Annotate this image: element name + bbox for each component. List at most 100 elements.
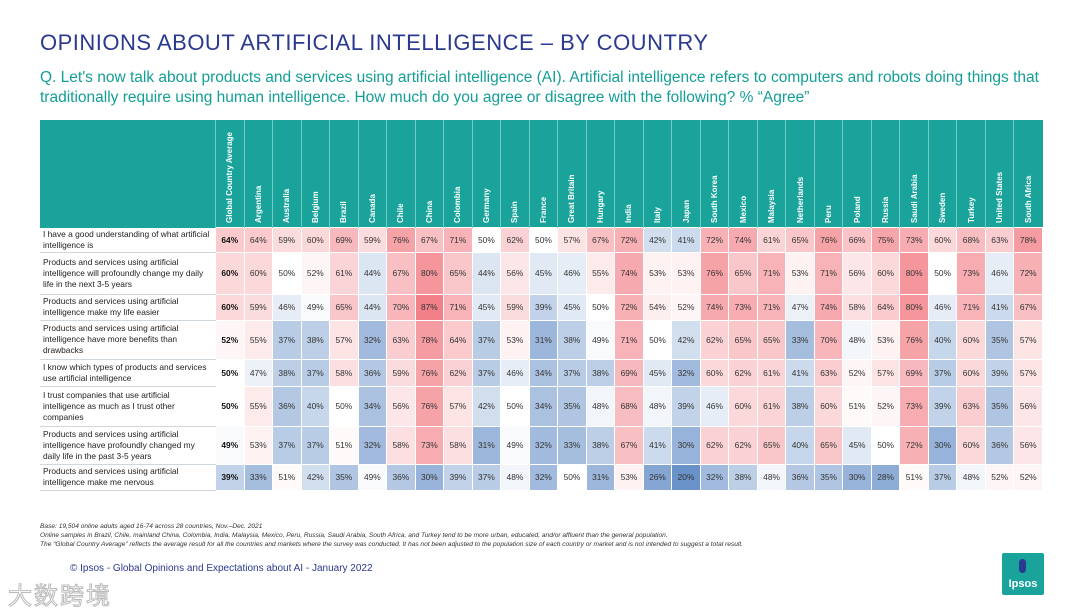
- value-cell: 64%: [443, 319, 473, 360]
- value-cell: 44%: [471, 251, 502, 295]
- value-cell: 52%: [842, 358, 872, 387]
- value-cell: 65%: [785, 227, 815, 253]
- value-cell: 37%: [927, 463, 958, 491]
- value-cell: 47%: [243, 358, 274, 387]
- column-header: Canada: [357, 120, 387, 228]
- value-cell: 61%: [756, 227, 787, 253]
- value-cell: 36%: [386, 463, 416, 491]
- value-cell: 39%: [927, 385, 958, 427]
- value-cell: 32%: [528, 425, 559, 465]
- value-cell: 74%: [728, 227, 758, 253]
- value-cell: 36%: [272, 385, 302, 427]
- column-header: France: [528, 120, 558, 228]
- column-header: China: [414, 120, 444, 228]
- column-header: Global Country Average: [215, 120, 245, 228]
- value-cell: 62%: [728, 358, 758, 387]
- value-cell: 45%: [642, 358, 673, 387]
- value-cell: 72%: [899, 425, 929, 465]
- value-cell: 46%: [984, 251, 1015, 295]
- value-cell: 53%: [614, 463, 644, 491]
- value-cell: 66%: [842, 227, 872, 253]
- value-cell: 54%: [642, 293, 673, 321]
- value-cell: 45%: [842, 425, 872, 465]
- value-cell: 72%: [614, 227, 644, 253]
- value-cell: 62%: [699, 425, 730, 465]
- column-header: South Africa: [1013, 120, 1043, 228]
- value-cell: 50%: [215, 358, 245, 387]
- column-header-label: Saudi Arabia: [909, 174, 919, 223]
- value-cell: 58%: [842, 293, 872, 321]
- value-cell: 41%: [671, 227, 701, 253]
- value-cell: 35%: [984, 319, 1015, 360]
- copyright: © Ipsos - Global Opinions and Expectatio…: [70, 563, 373, 574]
- value-cell: 76%: [414, 358, 445, 387]
- value-cell: 65%: [443, 251, 473, 295]
- value-cell: 71%: [756, 251, 787, 295]
- value-cell: 57%: [1013, 358, 1043, 387]
- value-cell: 36%: [785, 463, 815, 491]
- value-cell: 67%: [585, 227, 616, 253]
- value-cell: 63%: [386, 319, 416, 360]
- survey-question: Q. Let's now talk about products and ser…: [40, 69, 1039, 106]
- row-label: Products and services using artificial i…: [40, 464, 216, 491]
- table-row: I have a good understanding of what arti…: [40, 227, 1043, 253]
- value-cell: 74%: [614, 251, 644, 295]
- value-cell: 59%: [243, 293, 274, 321]
- column-header: Russia: [870, 120, 900, 228]
- value-cell: 34%: [528, 385, 559, 427]
- value-cell: 50%: [557, 463, 587, 491]
- row-label: Products and services using artificial i…: [40, 294, 216, 321]
- column-header: United States: [984, 120, 1014, 228]
- value-cell: 30%: [842, 463, 872, 491]
- column-header-label: Turkey: [966, 197, 976, 223]
- value-cell: 36%: [357, 358, 388, 387]
- value-cell: 76%: [414, 385, 445, 427]
- value-cell: 52%: [870, 385, 901, 427]
- note-average: The “Global Country Average” reflects th…: [40, 541, 743, 548]
- column-header-label: Chile: [396, 203, 406, 223]
- value-cell: 58%: [386, 425, 416, 465]
- value-cell: 48%: [956, 463, 986, 491]
- table-row: Products and services using artificial i…: [40, 293, 1043, 321]
- column-header-label: Poland: [852, 196, 862, 223]
- value-cell: 44%: [357, 293, 388, 321]
- value-cell: 41%: [642, 425, 673, 465]
- footnotes: Base: 19,504 online adults aged 16-74 ac…: [40, 522, 743, 549]
- value-cell: 62%: [699, 319, 730, 360]
- column-header-label: Australia: [282, 188, 292, 223]
- column-header-label: South Korea: [710, 175, 720, 223]
- value-cell: 40%: [927, 319, 958, 360]
- row-label: Products and services using artificial i…: [40, 320, 216, 360]
- value-cell: 50%: [642, 319, 673, 360]
- value-cell: 50%: [585, 293, 616, 321]
- value-cell: 37%: [471, 358, 502, 387]
- value-cell: 52%: [215, 319, 245, 360]
- row-label: I have a good understanding of what arti…: [40, 227, 216, 253]
- value-cell: 32%: [671, 358, 701, 387]
- value-cell: 49%: [500, 425, 530, 465]
- logo-text: Ipsos: [1008, 578, 1038, 590]
- column-header: Hungary: [585, 120, 615, 228]
- column-header-label: China: [424, 200, 434, 223]
- column-header-label: Sweden: [938, 192, 948, 223]
- value-cell: 65%: [756, 319, 787, 360]
- value-cell: 38%: [272, 358, 302, 387]
- value-cell: 34%: [357, 385, 388, 427]
- column-header: Spain: [500, 120, 530, 228]
- value-cell: 80%: [414, 251, 445, 295]
- value-cell: 30%: [927, 425, 958, 465]
- value-cell: 32%: [357, 319, 388, 360]
- value-cell: 61%: [329, 251, 359, 295]
- column-header: Mexico: [728, 120, 758, 228]
- table-row: Products and services using artificial i…: [40, 251, 1043, 295]
- value-cell: 53%: [785, 251, 815, 295]
- column-header: Peru: [813, 120, 843, 228]
- value-cell: 75%: [870, 227, 901, 253]
- value-cell: 33%: [243, 463, 274, 491]
- value-cell: 38%: [785, 385, 815, 427]
- value-cell: 59%: [386, 358, 416, 387]
- value-cell: 50%: [927, 251, 958, 295]
- column-header: Italy: [642, 120, 672, 228]
- value-cell: 41%: [785, 358, 815, 387]
- value-cell: 38%: [728, 463, 758, 491]
